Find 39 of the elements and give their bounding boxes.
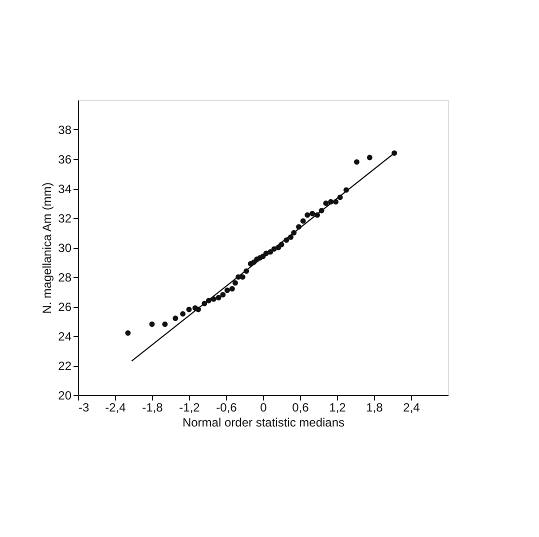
y-tick-label: 38 [58, 123, 72, 137]
y-tick-label: 30 [58, 241, 72, 255]
point [323, 200, 329, 206]
y-tick-label: 26 [58, 300, 72, 314]
x-tick-label: 0,6 [292, 400, 310, 414]
point [354, 159, 360, 165]
point [216, 294, 222, 300]
x-tick-label: 1,2 [329, 400, 346, 414]
point [180, 311, 186, 317]
x-tick-label: 0 [260, 400, 268, 414]
point [232, 280, 238, 286]
y-tick-label: 34 [58, 182, 72, 196]
x-tick-label: -0,6 [216, 400, 238, 414]
x-axis-title: Normal order statistic medians [182, 416, 345, 430]
point [162, 321, 168, 327]
y-tick-label: 36 [58, 152, 72, 166]
point [229, 286, 235, 292]
x-tick-label: 2,4 [403, 400, 420, 414]
y-tick-label: 24 [58, 330, 72, 344]
point [149, 321, 155, 327]
point [125, 330, 131, 336]
point [366, 154, 372, 160]
y-tick-label: 22 [58, 359, 72, 373]
point [220, 292, 226, 298]
x-tick-label: -3 [78, 400, 90, 414]
x-tick-label: -1,8 [142, 400, 164, 414]
y-tick-label: 32 [58, 212, 72, 226]
point [300, 218, 306, 224]
point [186, 306, 192, 312]
x-tick-label: -2,4 [105, 400, 126, 414]
point [304, 212, 310, 218]
x-tick-label: 1,8 [366, 400, 384, 414]
x-tick-label: -1,2 [179, 400, 200, 414]
y-tick-label: 20 [58, 388, 72, 402]
y-axis-title: N. magellanica Am (mm) [40, 182, 54, 314]
point [224, 288, 230, 294]
point [310, 210, 316, 216]
point [172, 316, 178, 322]
y-tick-label: 28 [58, 270, 72, 284]
